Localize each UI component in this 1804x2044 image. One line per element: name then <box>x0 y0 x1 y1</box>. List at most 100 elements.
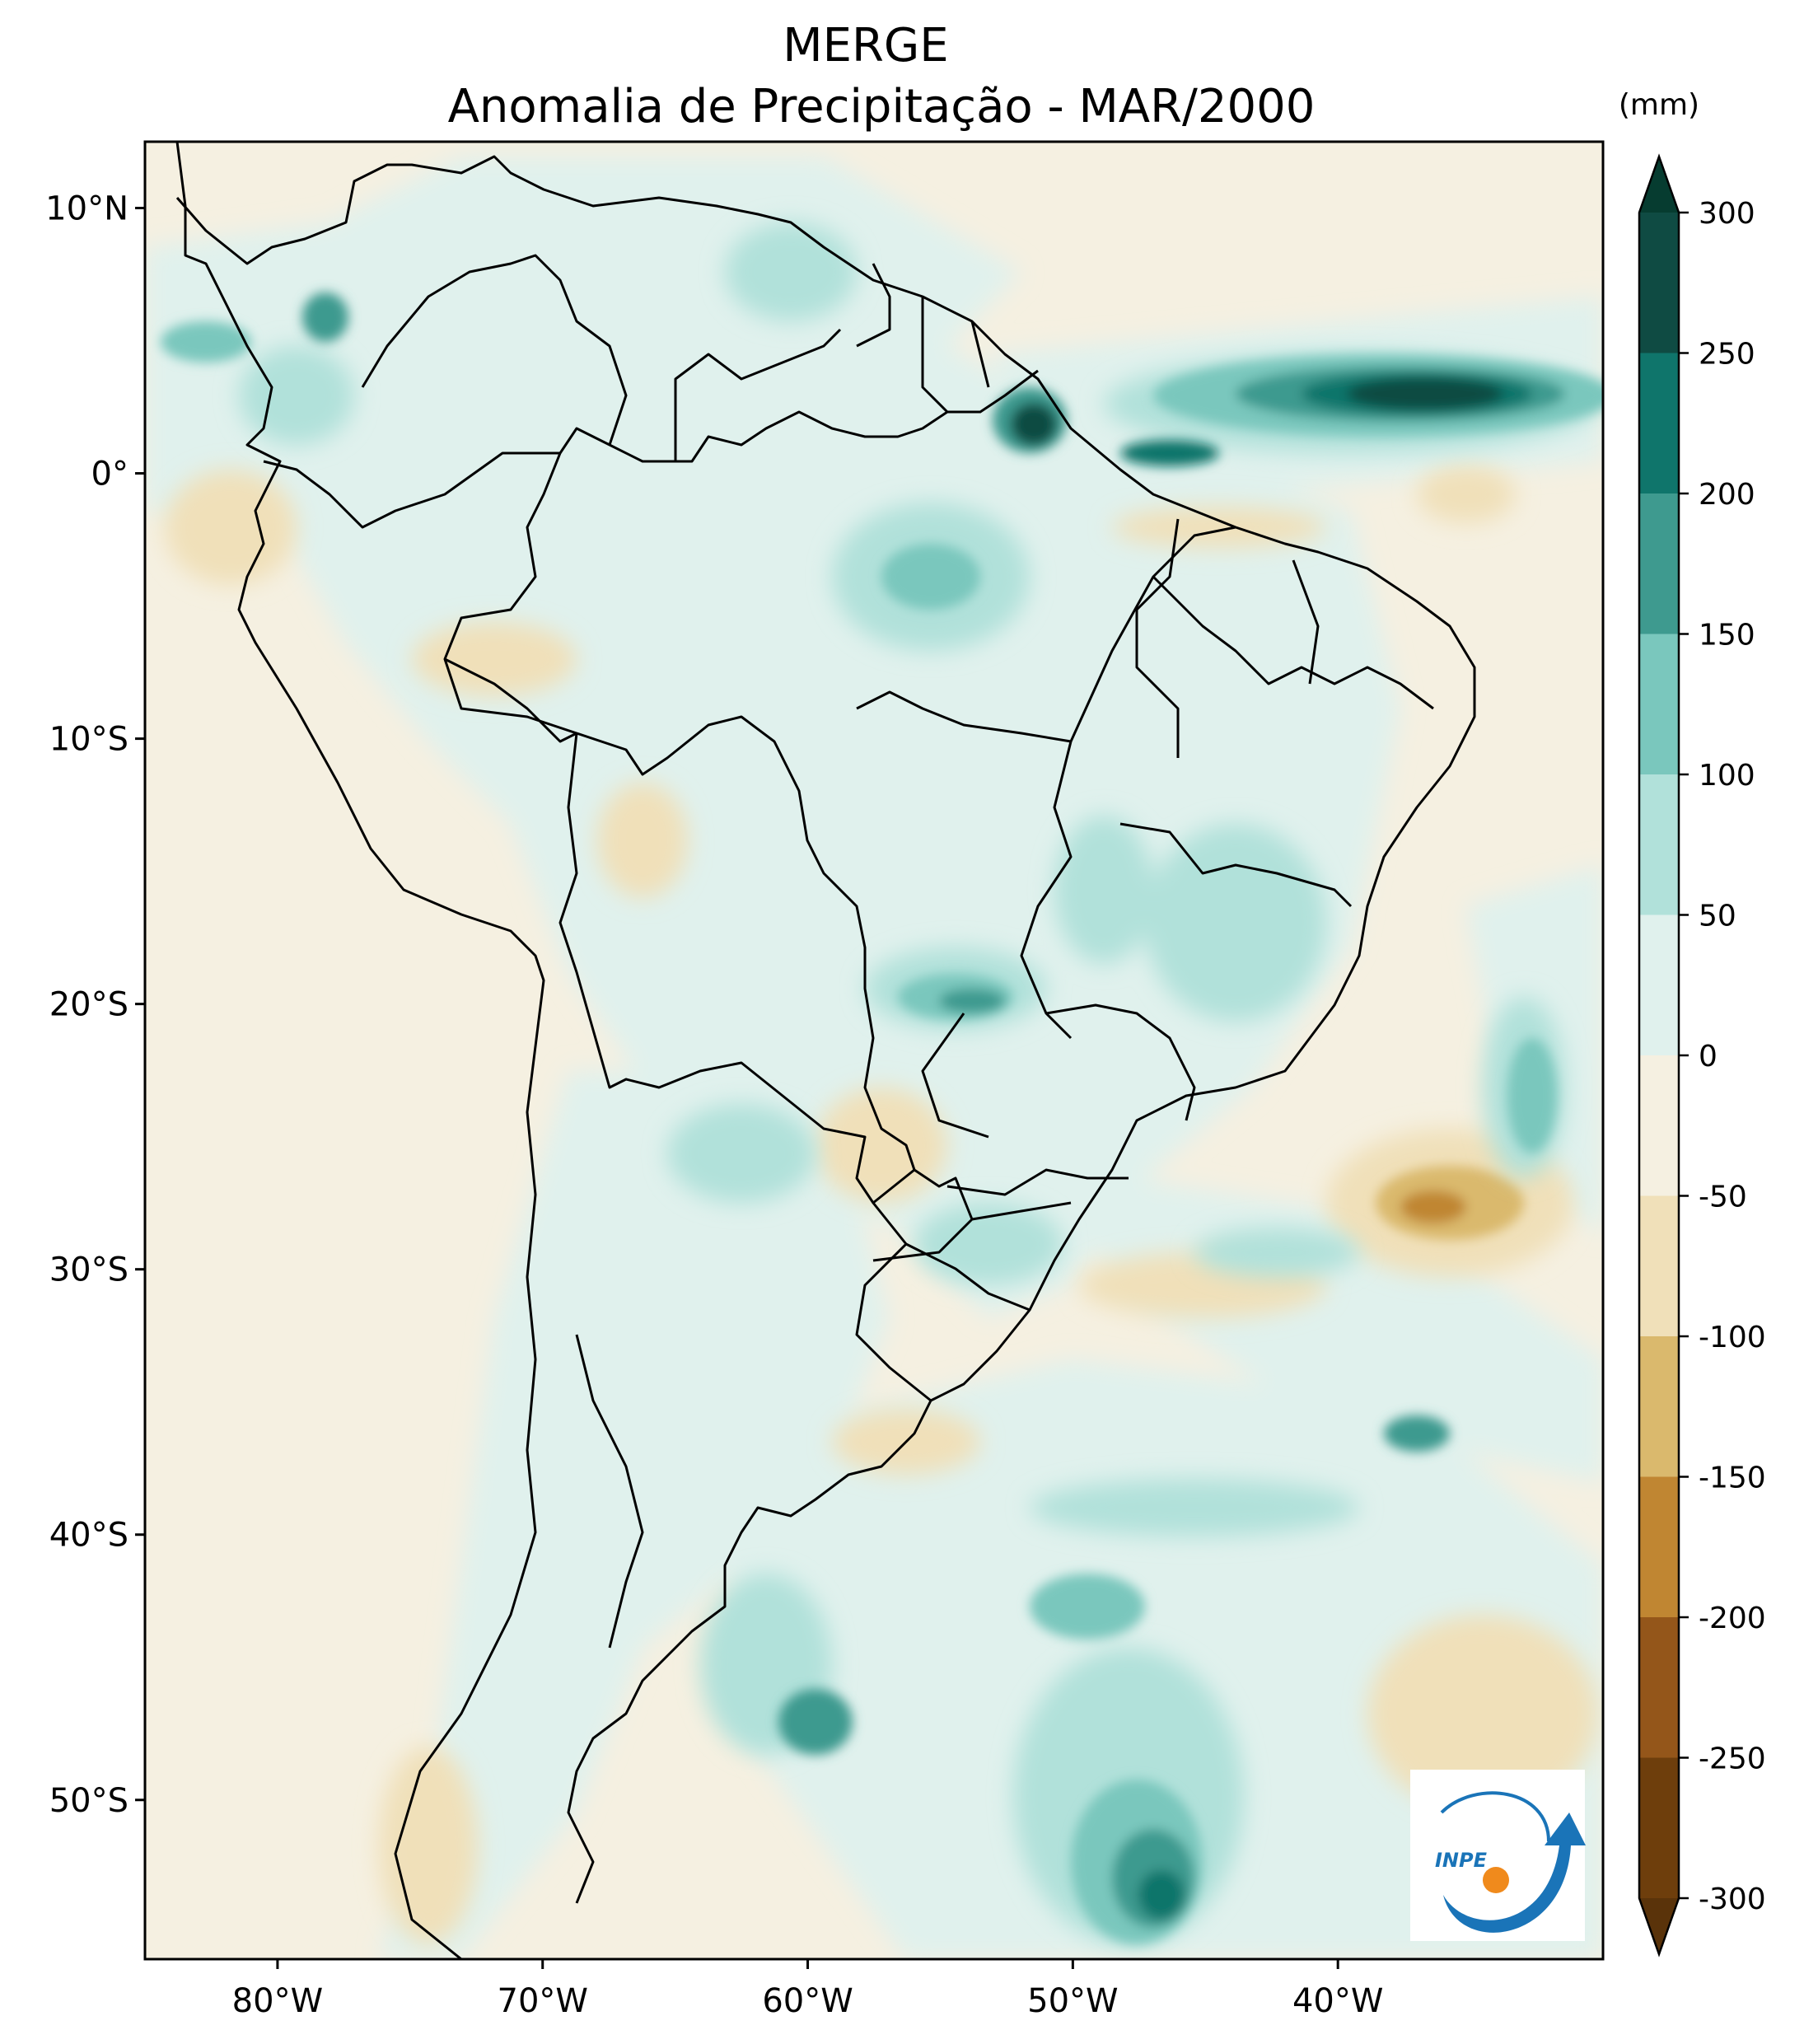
ms-border <box>921 1013 989 1139</box>
colorbar-band-1 <box>1639 353 1679 494</box>
x-tick-label-1: 70°W <box>498 1982 588 2020</box>
x-tick-label-3: 50°W <box>1027 1982 1118 2020</box>
atlantic-coast <box>175 155 1476 1904</box>
light-wet-areas <box>145 157 1603 1959</box>
colorbar-band-3 <box>1639 634 1679 775</box>
colorbar-band-4 <box>1639 774 1679 915</box>
wet-ms-core2 <box>939 989 1005 1013</box>
x-tick-label-4: 40°W <box>1292 1982 1383 2020</box>
y-tick-label-3: 20°S <box>49 986 129 1024</box>
colorbar-label-3: 150 <box>1699 619 1755 652</box>
colorbar-label-0: 300 <box>1699 197 1755 231</box>
wet-se-coast <box>1194 1228 1359 1277</box>
y-tick-label-2: 10°S <box>49 721 129 759</box>
x-tick-label-0: 80°W <box>232 1982 323 2020</box>
colorbar-unit: (mm) <box>1619 88 1699 122</box>
colorbar-label-2: 200 <box>1699 478 1755 512</box>
wet-minas <box>1145 824 1326 1022</box>
y-tick-label-4: 30°S <box>49 1251 129 1289</box>
wet-guyana <box>725 222 857 321</box>
argentina-chile-inner <box>575 1334 644 1649</box>
colorbar-label-9: -150 <box>1699 1462 1766 1495</box>
wet-pacific-colombia <box>161 321 251 362</box>
y-tick-label-5: 40°S <box>49 1517 129 1555</box>
logo-text: INPE <box>1435 1849 1488 1872</box>
dry-ne-coast <box>1112 507 1326 548</box>
dry-bolivia <box>597 783 688 898</box>
colorbar-label-5: 50 <box>1699 900 1736 933</box>
colorbar-label-7: -50 <box>1699 1181 1747 1214</box>
dry-core-150 <box>1400 1190 1466 1223</box>
wet-goias <box>1054 816 1153 964</box>
colorbar-label-8: -100 <box>1699 1321 1766 1354</box>
peru-border <box>444 657 577 743</box>
y-tick-label-1: 0° <box>91 456 129 493</box>
chart-subtitle: Anomalia de Precipitação - MAR/2000 <box>448 80 1316 133</box>
colorbar-label-10: -200 <box>1699 1602 1766 1635</box>
french-guiana-border <box>970 320 990 388</box>
wet-amapa-300 <box>1011 403 1057 446</box>
wet-sw-upper <box>1030 1574 1145 1639</box>
colorbar-label-11: -250 <box>1699 1742 1766 1776</box>
dry-paraguay <box>816 1087 947 1203</box>
colorbar-band-8 <box>1639 1336 1679 1477</box>
wet-east-core <box>1507 1038 1557 1153</box>
wet-para-core <box>881 544 980 610</box>
strong-dry-areas <box>1376 1166 1524 1240</box>
wet-colombia-core <box>302 292 348 342</box>
piaui-ceara-border <box>1292 559 1320 685</box>
northeast-borders <box>1152 575 1434 710</box>
sc-rs-border <box>872 1201 1072 1262</box>
inpe-logo: INPE <box>1410 1770 1586 1941</box>
dry-ecuador <box>165 470 297 585</box>
map-panel: INPE <box>143 140 1605 1961</box>
logo-background <box>1410 1770 1585 1941</box>
wet-colombia <box>239 346 354 445</box>
borders <box>175 142 1476 1959</box>
wet-patagonia-core <box>778 1689 853 1755</box>
logo-orbit-icon <box>1440 1791 1550 1842</box>
argentina-uruguay-border <box>855 1202 932 1402</box>
colombia-venezuela-border <box>361 254 628 446</box>
colorbar-extend-min <box>1639 1898 1679 1954</box>
map-frame <box>143 140 1605 1961</box>
colorbar-band-0 <box>1639 213 1679 353</box>
maranhao-border <box>1135 518 1180 758</box>
colorbar-band-11 <box>1639 1757 1679 1899</box>
strong-wet-areas <box>161 292 1557 1944</box>
logo-arrow-icon <box>1443 1812 1586 1933</box>
colorbar-label-4: 100 <box>1699 759 1755 793</box>
colorbar-band-2 <box>1639 493 1679 634</box>
colorbar-band-10 <box>1639 1617 1679 1758</box>
colorbar-label-12: -300 <box>1699 1883 1766 1916</box>
logo-sun-icon <box>1483 1867 1509 1893</box>
suriname-border <box>921 297 949 414</box>
colorbar-band-9 <box>1639 1476 1679 1618</box>
colorbar-band-5 <box>1639 914 1679 1056</box>
colorbar-label-1: 250 <box>1699 338 1755 372</box>
wet-sw-core3 <box>1138 1870 1185 1920</box>
dry-chile-south <box>379 1747 478 1944</box>
wet-atlantic-streak <box>1030 1479 1359 1537</box>
wet-paraguay-n <box>667 1104 816 1203</box>
colorbar-extend-max <box>1639 157 1679 213</box>
venezuela-brazil-border <box>674 328 842 461</box>
colorbar: (mm) 300 250 200 150 100 50 0 -50 -100 -150 -200 -2… <box>1619 88 1766 1957</box>
wet-atlantic-spot <box>1384 1415 1450 1452</box>
extreme-wet-areas <box>993 354 1603 466</box>
guyana-border <box>856 263 891 348</box>
wet-band-300 <box>1347 377 1503 410</box>
x-axis: 80°W 70°W 60°W 50°W 40°W <box>232 1959 1383 2020</box>
bahia-minas-border <box>1119 822 1353 908</box>
parana-sc-border <box>946 1168 1129 1196</box>
patagonia-light-wet <box>379 1071 890 1959</box>
colombia-peru-border <box>263 451 560 529</box>
y-tick-label-0: 10°N <box>45 190 129 228</box>
wet-band-west <box>1120 440 1219 466</box>
pacific-coast <box>175 142 545 1959</box>
y-axis: 10°N 0° 10°S 20°S 30°S 40°S 50°S <box>45 190 145 1820</box>
colorbar-label-6: 0 <box>1699 1040 1718 1073</box>
uruguay-brazil-border <box>905 1242 1031 1312</box>
x-tick-label-2: 60°W <box>762 1982 853 2020</box>
